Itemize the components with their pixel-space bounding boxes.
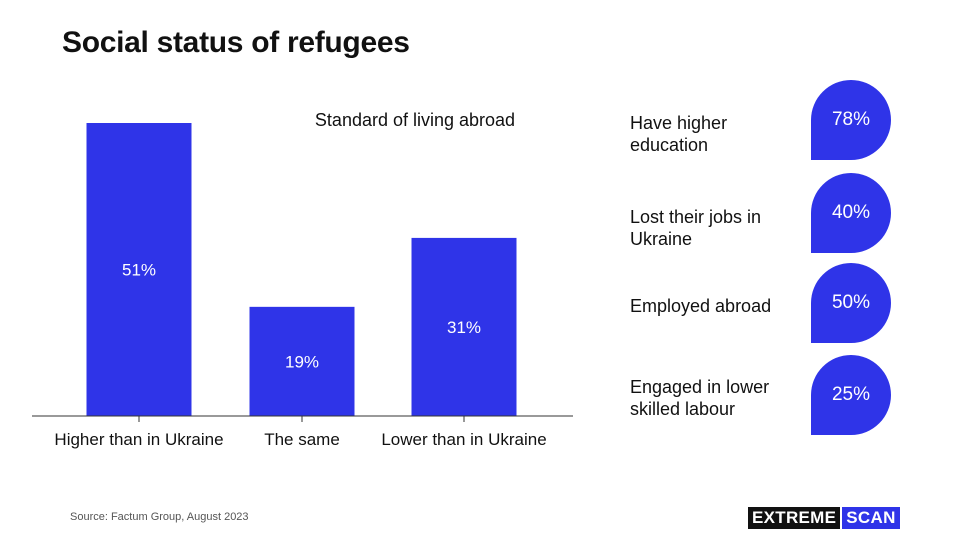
brand-logo: EXTREME SCAN	[748, 507, 900, 529]
bar-3	[411, 237, 517, 416]
stat-label-employed-abroad: Employed abroad	[630, 296, 772, 316]
x-tick-label-1: Higher than in Ukraine	[54, 430, 223, 449]
stat-label-higher-education: Have higher education	[630, 113, 728, 155]
bar-value-label-3: 31%	[447, 318, 481, 337]
stat-label-lower-skilled: Engaged in lower skilled labour	[630, 377, 770, 419]
brand-logo-part1: EXTREME	[748, 507, 841, 529]
bar-chart: Standard of living abroad 51% Higher than…	[32, 110, 573, 449]
x-tick-label-3: Lower than in Ukraine	[381, 430, 546, 449]
brand-logo-part2: SCAN	[842, 507, 900, 529]
bar-value-label-2: 19%	[285, 352, 319, 371]
page-title: Social status of refugees	[62, 26, 410, 59]
stat-badge-employed-abroad: 50%	[811, 263, 891, 343]
chart-title: Standard of living abroad	[315, 110, 515, 130]
stat-badge-lost-jobs: 40%	[811, 173, 891, 253]
stat-badge-higher-education: 78%	[811, 80, 891, 160]
bar-1	[86, 123, 192, 416]
bar-2	[249, 306, 355, 416]
stat-badge-lower-skilled: 25%	[811, 355, 891, 435]
bar-value-label-1: 51%	[122, 261, 156, 280]
source-note: Source: Factum Group, August 2023	[70, 511, 249, 523]
stat-label-lost-jobs: Lost their jobs in Ukraine	[630, 207, 762, 249]
x-tick-label-2: The same	[264, 430, 340, 449]
